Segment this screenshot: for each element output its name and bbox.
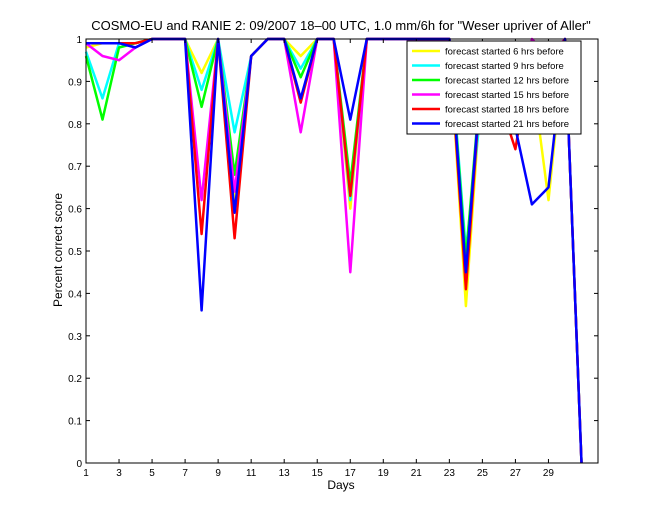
x-tick-label: 25 bbox=[477, 468, 489, 479]
legend-label-1: forecast started 6 hrs before bbox=[445, 47, 564, 58]
y-axis-label: Percent correct score bbox=[51, 193, 65, 307]
x-tick-label: 27 bbox=[510, 468, 522, 479]
axis-layer: 1 3 5 7 9 11 13 15 17 19 21 23 25 27 2900.10.20.30.40.… bbox=[68, 35, 598, 479]
y-tick-label: 0.6 bbox=[68, 205, 82, 216]
legend-label-5: forecast started 18 hrs before bbox=[445, 105, 569, 116]
y-tick-label: 0.2 bbox=[68, 374, 82, 385]
y-tick-label: 0.3 bbox=[68, 332, 82, 343]
x-tick-label: 21 bbox=[411, 468, 423, 479]
y-tick-label: 0.4 bbox=[68, 289, 82, 300]
legend-label-3: forecast started 12 hrs before bbox=[445, 76, 569, 87]
y-tick-label: 0.5 bbox=[68, 247, 82, 258]
y-tick-label: 0.8 bbox=[68, 120, 82, 131]
chart-title: COSMO-EU and RANIE 2: 09/2007 18–00 UTC,… bbox=[91, 18, 591, 33]
x-tick-label: 9 bbox=[215, 468, 221, 479]
x-tick-label: 5 bbox=[149, 468, 155, 479]
y-tick-label: 1 bbox=[76, 35, 82, 46]
y-tick-label: 0.7 bbox=[68, 162, 82, 173]
y-tick-label: 0.9 bbox=[68, 77, 82, 88]
legend-label-6: forecast started 21 hrs before bbox=[445, 119, 569, 130]
legend-box bbox=[406, 40, 582, 135]
x-tick-label: 1 bbox=[83, 468, 89, 479]
x-tick-label: 13 bbox=[279, 468, 291, 479]
x-axis-label: Days bbox=[327, 478, 354, 492]
x-tick-label: 3 bbox=[116, 468, 122, 479]
x-tick-label: 17 bbox=[345, 468, 357, 479]
x-tick-label: 19 bbox=[378, 468, 390, 479]
legend-label-4: forecast started 15 hrs before bbox=[445, 90, 569, 101]
x-tick-label: 15 bbox=[312, 468, 324, 479]
x-tick-label: 23 bbox=[444, 468, 456, 479]
x-tick-label: 7 bbox=[182, 468, 188, 479]
x-tick-label: 11 bbox=[246, 468, 257, 479]
legend: forecast started 6 hrs before forecast st… bbox=[406, 40, 582, 135]
y-tick-label: 0.1 bbox=[68, 417, 82, 428]
x-tick-label: 29 bbox=[543, 468, 555, 479]
y-tick-label: 0 bbox=[76, 459, 82, 470]
legend-label-2: forecast started 9 hrs before bbox=[445, 61, 564, 72]
